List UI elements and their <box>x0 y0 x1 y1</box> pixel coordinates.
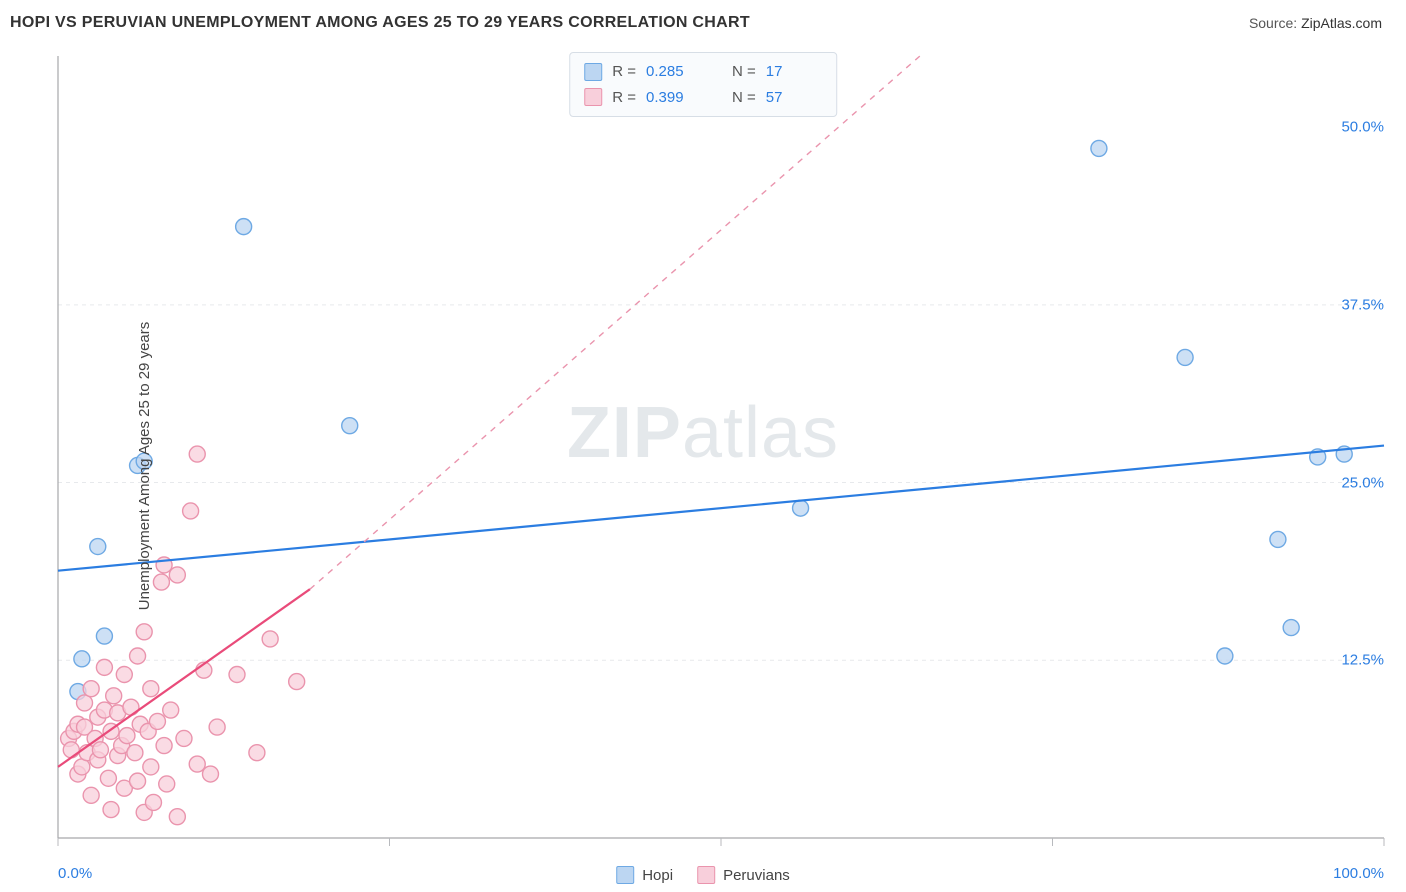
series-legend: Hopi Peruvians <box>616 866 790 884</box>
swatch-hopi <box>584 63 602 81</box>
chart-title: HOPI VS PERUVIAN UNEMPLOYMENT AMONG AGES… <box>10 14 750 32</box>
stats-row-peruvians: R = 0.399 N = 57 <box>584 85 822 111</box>
x-min-label: 0.0% <box>58 865 92 882</box>
stats-legend: R = 0.285 N = 17 R = 0.399 N = 57 <box>569 52 837 117</box>
legend-swatch-peruvians <box>697 866 715 884</box>
stats-row-hopi: R = 0.285 N = 17 <box>584 59 822 85</box>
scatter-chart-svg <box>10 48 1396 884</box>
y-tick-label: 25.0% <box>1341 474 1384 491</box>
legend-item-hopi: Hopi <box>616 866 673 884</box>
source-attribution: Source: ZipAtlas.com <box>1249 15 1382 31</box>
chart-area: Unemployment Among Ages 25 to 29 years Z… <box>10 48 1396 884</box>
x-max-label: 100.0% <box>1333 865 1384 882</box>
legend-swatch-hopi <box>616 866 634 884</box>
y-tick-label: 12.5% <box>1341 652 1384 669</box>
legend-item-peruvians: Peruvians <box>697 866 790 884</box>
source-value: ZipAtlas.com <box>1301 15 1382 31</box>
y-axis-label: Unemployment Among Ages 25 to 29 years <box>136 322 153 611</box>
source-label: Source: <box>1249 15 1297 31</box>
y-tick-label: 37.5% <box>1341 296 1384 313</box>
y-tick-label: 50.0% <box>1341 119 1384 136</box>
chart-header: HOPI VS PERUVIAN UNEMPLOYMENT AMONG AGES… <box>0 0 1406 40</box>
swatch-peruvians <box>584 88 602 106</box>
